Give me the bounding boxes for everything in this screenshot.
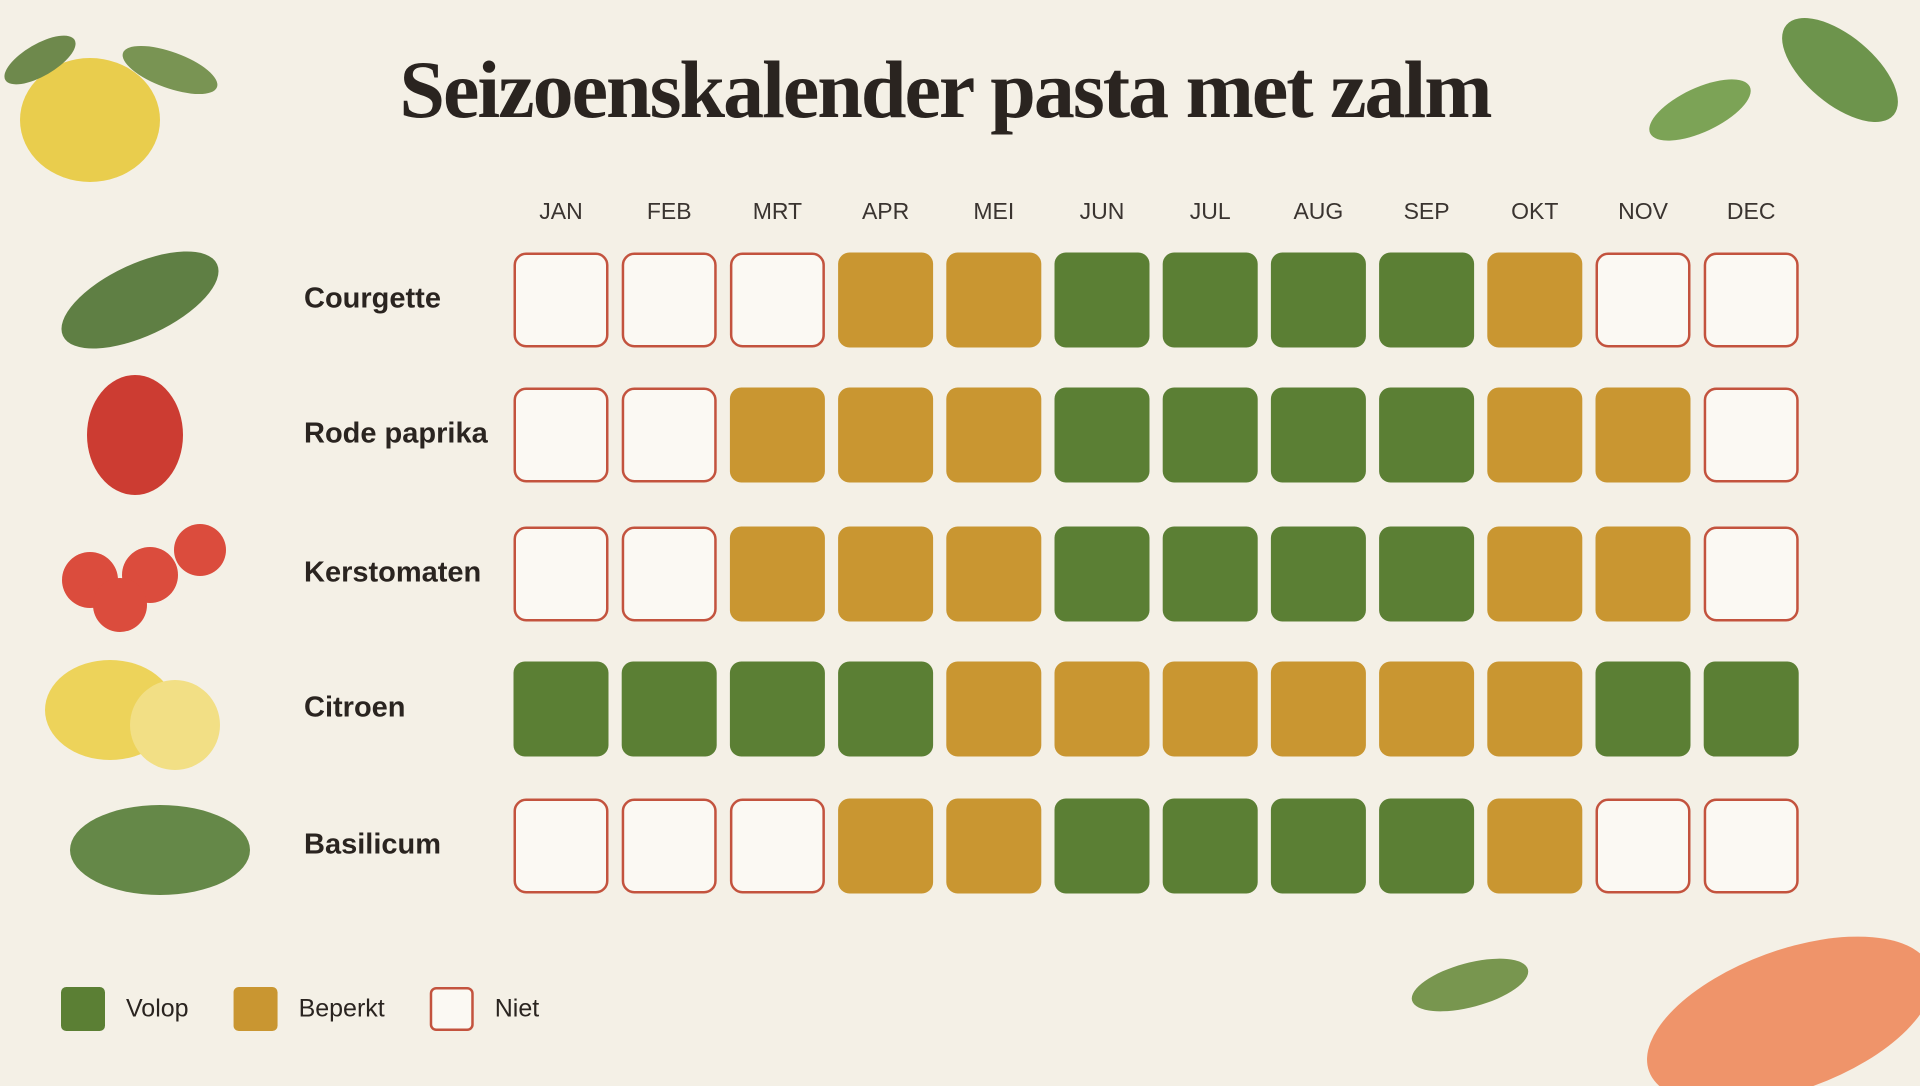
season-cell [1487, 252, 1583, 348]
season-cell [1270, 798, 1366, 894]
season-cell [1487, 798, 1583, 894]
season-cell [729, 661, 825, 757]
season-cell [1054, 252, 1150, 348]
row-label: Rode paprika [304, 418, 489, 450]
legend-label: Beperkt [299, 995, 385, 1023]
month-label: AUG [1293, 198, 1343, 224]
season-cell [1703, 526, 1799, 622]
season-cell [946, 798, 1042, 894]
month-label: MRT [753, 198, 802, 224]
legend-swatch [233, 987, 278, 1031]
season-cell [1054, 387, 1150, 483]
season-cell [1703, 661, 1799, 757]
season-cell [621, 526, 717, 622]
month-label: JAN [539, 198, 582, 224]
season-cell [946, 387, 1042, 483]
season-cell [729, 387, 825, 483]
row-label: Courgette [304, 283, 441, 315]
season-cell [1703, 387, 1799, 483]
season-cell [1595, 387, 1691, 483]
month-label: NOV [1618, 198, 1669, 224]
season-cell [1379, 661, 1475, 757]
legend-swatch [429, 987, 474, 1031]
season-cell [513, 798, 609, 894]
month-label: DEC [1727, 198, 1776, 224]
season-cell [513, 387, 609, 483]
season-cell [1703, 252, 1799, 348]
season-cell [513, 252, 609, 348]
season-cell [1487, 526, 1583, 622]
season-cell [838, 387, 934, 483]
season-cell [729, 526, 825, 622]
season-cell [1162, 661, 1258, 757]
legend-label: Niet [495, 995, 540, 1023]
season-cell [1487, 661, 1583, 757]
season-cell [621, 252, 717, 348]
month-label: APR [862, 198, 909, 224]
season-cell [1703, 798, 1799, 894]
season-cell [1162, 252, 1258, 348]
season-cell [946, 661, 1042, 757]
season-cell [729, 798, 825, 894]
season-cell [946, 252, 1042, 348]
season-cell [838, 526, 934, 622]
season-cell [513, 661, 609, 757]
season-cell [1162, 387, 1258, 483]
month-label: JUL [1190, 198, 1231, 224]
season-cell [1595, 252, 1691, 348]
season-cell [1054, 798, 1150, 894]
season-cell [1162, 798, 1258, 894]
season-cell [621, 661, 717, 757]
season-cell [1270, 387, 1366, 483]
season-cell [1162, 526, 1258, 622]
season-cell [1595, 661, 1691, 757]
month-label: SEP [1404, 198, 1450, 224]
season-cell [621, 387, 717, 483]
season-cell [1595, 526, 1691, 622]
season-cell [1379, 526, 1475, 622]
season-cell [1379, 798, 1475, 894]
season-cell [513, 526, 609, 622]
month-label: FEB [647, 198, 692, 224]
row-label: Citroen [304, 692, 406, 724]
title: Seizoenskalender pasta met zalm [399, 44, 1491, 135]
legend-swatch [61, 987, 105, 1031]
season-cell [1595, 798, 1691, 894]
month-label: JUN [1080, 198, 1125, 224]
season-cell [838, 252, 934, 348]
season-cell [729, 252, 825, 348]
season-cell [838, 798, 934, 894]
season-cell [1270, 252, 1366, 348]
season-cell [1054, 526, 1150, 622]
row-label: Kerstomaten [304, 557, 481, 589]
season-cell [838, 661, 934, 757]
season-cell [1054, 661, 1150, 757]
month-label: MEI [973, 198, 1014, 224]
season-cell [1270, 526, 1366, 622]
season-cell [1487, 387, 1583, 483]
row-label: Basilicum [304, 829, 441, 861]
season-cell [1379, 387, 1475, 483]
season-cell [1270, 661, 1366, 757]
season-cell [946, 526, 1042, 622]
month-label: OKT [1511, 198, 1558, 224]
season-cell [1379, 252, 1475, 348]
legend-label: Volop [126, 995, 189, 1023]
season-cell [621, 798, 717, 894]
